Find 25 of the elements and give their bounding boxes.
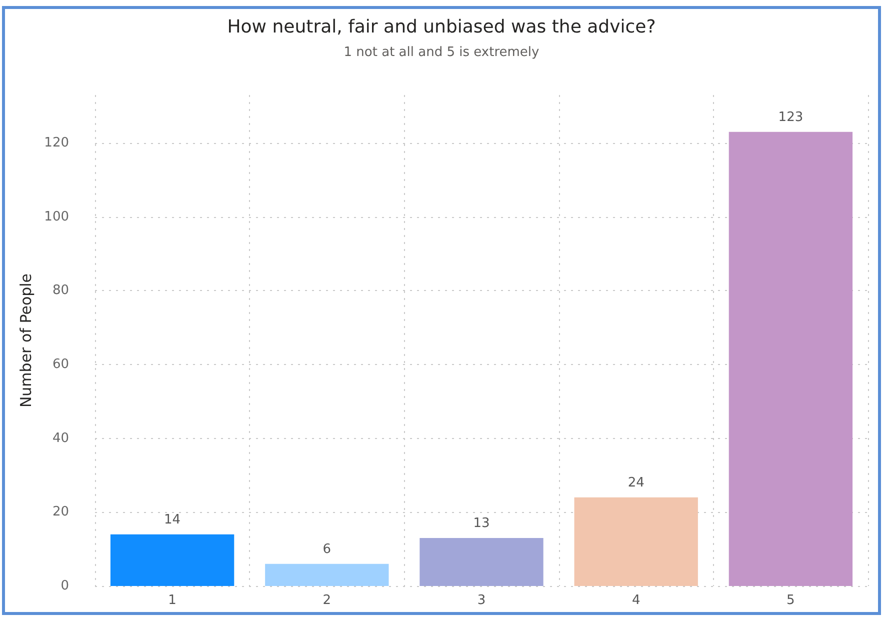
data-label: 13 — [473, 516, 490, 532]
bar — [728, 132, 853, 586]
x-tick-label: 4 — [632, 593, 640, 608]
y-tick-label: 40 — [52, 430, 69, 446]
x-tick-label: 5 — [786, 593, 795, 608]
y-tick-label: 0 — [60, 578, 69, 594]
data-label: 6 — [322, 542, 332, 557]
y-tick-label: 20 — [52, 504, 69, 520]
bar — [110, 534, 234, 586]
y-tick-label: 120 — [44, 135, 69, 150]
bar — [265, 564, 389, 586]
bar — [420, 538, 544, 586]
data-label: 24 — [628, 475, 644, 490]
bar — [574, 497, 698, 586]
data-label: 123 — [778, 110, 804, 125]
y-tick-label: 100 — [44, 209, 69, 224]
y-tick-label: 80 — [52, 283, 69, 298]
data-label: 14 — [164, 512, 181, 528]
x-tick-label: 1 — [168, 593, 176, 608]
chart-subtitle: 1 not at all and 5 is extremely — [344, 45, 540, 60]
y-tick-label: 60 — [52, 356, 69, 372]
x-tick-label: 2 — [322, 593, 332, 608]
x-tick-label: 3 — [477, 593, 486, 608]
chart-title: How neutral, fair and unbiased was the advice? — [227, 16, 656, 38]
y-axis-title: Number of People — [16, 273, 35, 408]
